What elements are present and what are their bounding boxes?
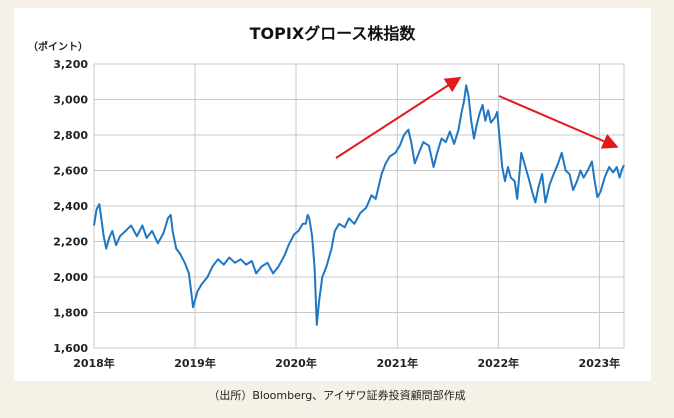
series-line — [93, 84, 625, 326]
x-tick-label: 2021年 — [377, 356, 419, 370]
trend-arrow-down — [498, 95, 619, 149]
y-tick-label: 2,200 — [53, 236, 88, 249]
x-tick-label: 2020年 — [275, 356, 317, 370]
y-tick-label: 2,400 — [53, 200, 88, 213]
y-tick-label: 3,000 — [53, 94, 88, 107]
y-tick-label: 2,000 — [53, 271, 88, 284]
chart-panel: TOPIXグロース株指数 （ポイント） 1,600 1,800 2,000 2,200… — [14, 8, 651, 381]
chart-title: TOPIXグロース株指数 — [249, 24, 416, 43]
y-tick-label: 1,600 — [53, 342, 88, 355]
y-tick-label: 2,800 — [53, 129, 88, 142]
y-tick-label: 3,200 — [53, 58, 88, 71]
x-tick-label: 2022年 — [478, 356, 520, 370]
y-tick-label: 1,800 — [53, 307, 88, 320]
x-tick-label: 2019年 — [174, 356, 216, 370]
y-tick-label: 2,600 — [53, 165, 88, 178]
trend-arrow-up — [335, 76, 462, 159]
y-unit-label: （ポイント） — [28, 42, 88, 53]
chart-svg: 1,600 1,800 2,000 2,200 2,400 2,600 2,800 3,000… — [53, 58, 625, 370]
x-tick-label: 2018年 — [73, 356, 115, 370]
source-note: （出所）Bloomberg、アイザワ証券投資顧問部作成 — [208, 389, 466, 402]
x-tick-label: 2023年 — [579, 356, 621, 370]
